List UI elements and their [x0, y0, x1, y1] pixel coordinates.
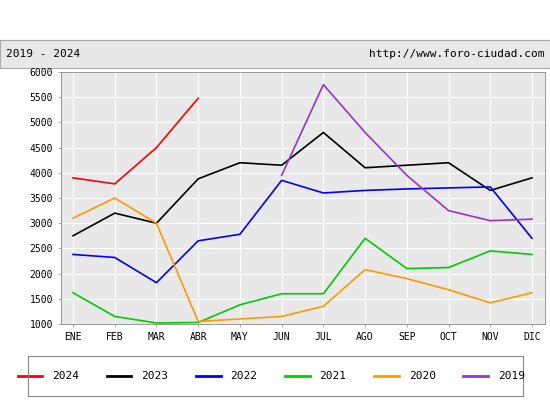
Text: 2024: 2024: [52, 371, 79, 381]
Text: 2019 - 2024: 2019 - 2024: [6, 49, 80, 59]
Text: 2020: 2020: [409, 371, 436, 381]
Text: 2022: 2022: [230, 371, 257, 381]
Text: 2023: 2023: [141, 371, 168, 381]
Text: 2019: 2019: [498, 371, 525, 381]
Text: http://www.foro-ciudad.com: http://www.foro-ciudad.com: [369, 49, 544, 59]
Text: 2021: 2021: [320, 371, 346, 381]
Text: Evolucion Nº Turistas Extranjeros en el municipio de Cornellà de Llobregat: Evolucion Nº Turistas Extranjeros en el …: [12, 14, 538, 26]
